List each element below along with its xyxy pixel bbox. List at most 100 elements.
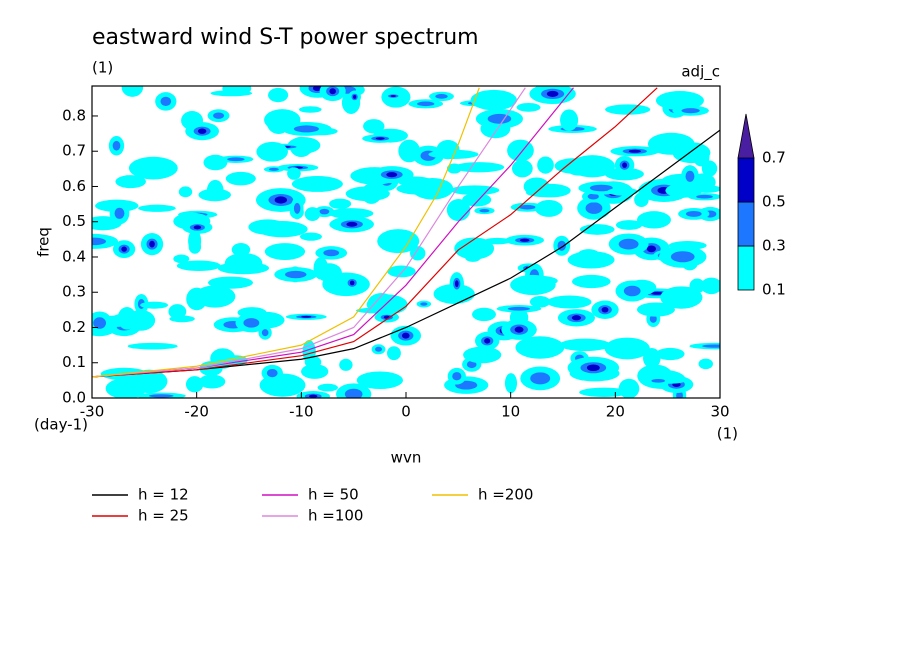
contour-blob	[470, 89, 518, 111]
contour-blob	[298, 106, 322, 113]
contour-blob	[377, 229, 420, 254]
contour-blob	[188, 229, 202, 253]
x-unit: (1)	[717, 425, 738, 443]
contour-blob	[227, 157, 245, 162]
legend-label: h = 12	[138, 486, 189, 504]
contour-blob	[655, 90, 704, 111]
contour-blob	[507, 139, 534, 162]
series-line	[92, 87, 526, 378]
contour-blob	[693, 147, 710, 167]
contour-blob	[670, 251, 695, 263]
legend-label: h =200	[478, 486, 533, 504]
contour-blob	[685, 210, 702, 217]
x-axis-label: wvn	[391, 449, 422, 467]
contour-blob	[529, 296, 551, 308]
contour-blob	[112, 140, 121, 151]
contour-blob	[140, 301, 169, 309]
colorbar-label: 0.7	[762, 149, 786, 167]
contour-blob	[681, 108, 700, 114]
contour-blob	[130, 369, 168, 394]
y-tick-label: 0.7	[62, 142, 86, 160]
contour-blob	[300, 232, 322, 241]
contour-blob	[453, 162, 505, 173]
contour-blob	[169, 315, 195, 323]
contour-blob	[651, 378, 666, 383]
contour-blob	[472, 307, 496, 322]
contour-blob	[450, 185, 500, 196]
contour-blob	[274, 196, 288, 204]
contour-blob	[560, 109, 579, 131]
series-line	[92, 129, 720, 378]
contour-blob	[309, 394, 318, 398]
y-unit: (day-1)	[34, 416, 88, 434]
contour-blob	[601, 306, 609, 313]
contour-blob	[417, 101, 435, 107]
contour-blob	[149, 394, 174, 398]
annotation: adj_c	[681, 63, 720, 82]
contour-blob	[628, 149, 641, 153]
contour-blob	[386, 172, 398, 178]
contour-blob	[530, 372, 551, 385]
contour-blob	[420, 302, 428, 306]
contour-blob	[660, 286, 703, 309]
contour-blob	[304, 355, 322, 369]
contour-blob	[702, 344, 720, 348]
contour-blob	[115, 175, 146, 189]
colorbar-label: 0.3	[762, 237, 786, 255]
contour-blob	[698, 358, 713, 370]
contour-blob	[217, 261, 270, 275]
contour-blob	[345, 186, 390, 202]
colorbar-segment	[737, 157, 755, 203]
contour-blob	[168, 304, 187, 319]
contour-blob	[349, 280, 355, 286]
y-tick-label: 0.0	[62, 389, 86, 407]
contour-blob	[293, 202, 301, 214]
y-tick-label: 0.6	[62, 177, 86, 195]
x-tick-label: 10	[501, 403, 520, 421]
contour-blob	[266, 368, 278, 378]
contour-blob	[655, 347, 685, 361]
legend-label: h = 50	[308, 486, 359, 504]
contour-blob	[313, 257, 329, 280]
contour-blob	[507, 306, 531, 311]
contour-blob	[121, 86, 144, 97]
contour-blob	[387, 265, 416, 278]
x-tick-label: 0	[401, 403, 411, 421]
contour-blob	[375, 137, 385, 140]
contour-blob	[149, 240, 155, 248]
curves	[92, 87, 720, 378]
contour-blob	[484, 338, 491, 344]
contour-blob	[636, 302, 675, 317]
contour-blob	[646, 245, 657, 253]
contour-blob	[410, 246, 426, 261]
contour-blob	[622, 162, 628, 168]
contour-blob	[138, 204, 176, 212]
contour-blob	[398, 139, 421, 163]
colorbar-segment	[737, 245, 755, 291]
contour-blob	[301, 364, 329, 379]
contour-blob	[604, 337, 650, 360]
contour-blob	[284, 270, 307, 279]
subtitle: (1)	[92, 59, 113, 77]
contour-blob	[411, 178, 454, 200]
contour-blob	[329, 198, 352, 209]
contour-blob	[523, 177, 550, 196]
x-tick-label: -20	[184, 403, 209, 421]
series-line	[92, 87, 480, 378]
contour-blob	[462, 193, 492, 207]
contour-blob	[615, 220, 643, 230]
y-tick-label: 0.8	[62, 106, 86, 124]
contour-blob	[301, 315, 312, 318]
contour-blob	[452, 372, 462, 381]
contour-blob	[571, 274, 611, 289]
contour-blob	[515, 336, 565, 359]
contour-blob	[401, 332, 410, 339]
contour-blob	[390, 95, 396, 98]
contour-blob	[185, 376, 204, 393]
contour-blob	[454, 237, 495, 260]
colorbar-triangle	[737, 113, 755, 159]
contour-blob	[518, 204, 536, 210]
contour-blob	[483, 237, 512, 245]
contour-blob	[435, 94, 448, 99]
